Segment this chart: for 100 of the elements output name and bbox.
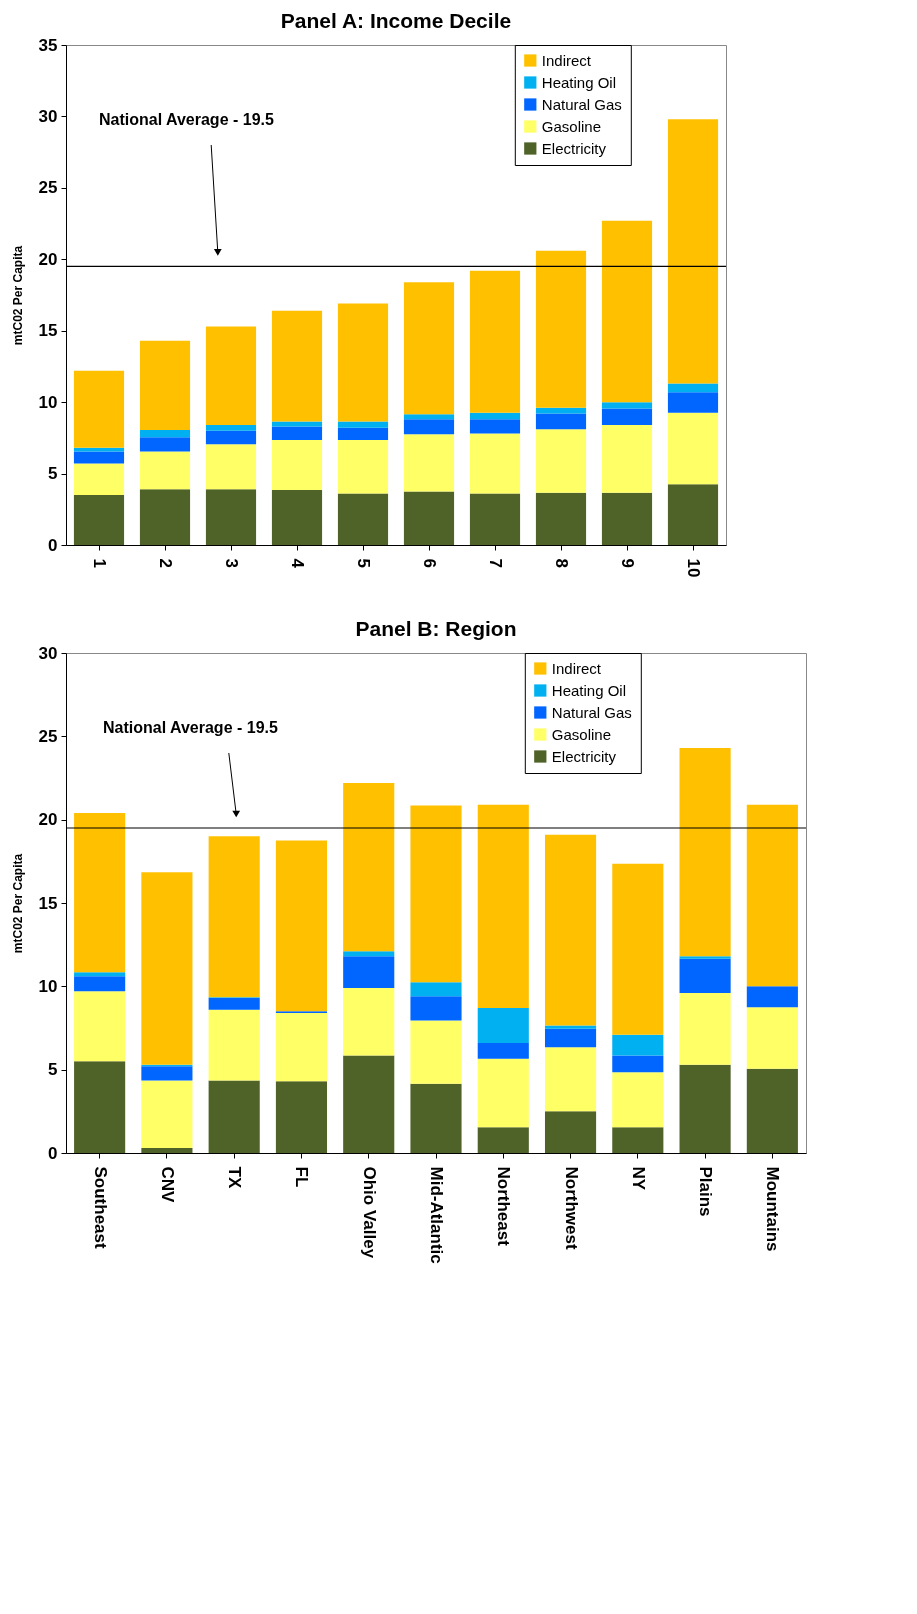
bar bbox=[271, 426, 323, 440]
y-axis-title: mtC02 Per Capita bbox=[10, 245, 25, 346]
bar bbox=[667, 484, 719, 545]
legend-label: Natural Gas bbox=[551, 703, 632, 721]
bar bbox=[410, 1020, 462, 1084]
y-axis-title: mtC02 Per Capita bbox=[10, 853, 25, 954]
bar bbox=[410, 982, 462, 997]
x-tick-label: 10 bbox=[684, 558, 703, 578]
bar bbox=[469, 493, 521, 545]
x-tick-label: Northeast bbox=[494, 1166, 514, 1247]
bar bbox=[337, 303, 389, 422]
x-tick-label: Southeast bbox=[90, 1166, 110, 1250]
x-tick-label: 4 bbox=[288, 558, 307, 569]
bar bbox=[410, 996, 462, 1021]
bar bbox=[275, 1081, 328, 1153]
bar bbox=[746, 986, 798, 1008]
bar bbox=[535, 250, 587, 408]
bar bbox=[601, 408, 653, 425]
bar bbox=[410, 1083, 462, 1153]
x-tick-label: NY bbox=[628, 1166, 648, 1191]
bar bbox=[679, 748, 731, 957]
bar bbox=[74, 991, 126, 1062]
bar bbox=[208, 998, 260, 1010]
bar bbox=[612, 1034, 664, 1056]
bar bbox=[205, 444, 257, 490]
bar bbox=[141, 1080, 193, 1148]
bar bbox=[667, 383, 719, 393]
x-tick-label: Mountains bbox=[763, 1166, 783, 1252]
annotation: National Average - 19.5 bbox=[99, 111, 274, 128]
y-tick-label: 20 bbox=[38, 249, 58, 269]
x-tick-label: Plains bbox=[696, 1166, 716, 1217]
bar bbox=[544, 834, 597, 1026]
bar bbox=[337, 427, 389, 440]
bar bbox=[679, 993, 731, 1065]
bar bbox=[343, 988, 395, 1056]
legend-label: Natural Gas bbox=[541, 95, 622, 113]
x-tick-label: TX bbox=[225, 1166, 245, 1189]
bar bbox=[73, 463, 125, 495]
bar bbox=[403, 434, 455, 492]
bar bbox=[343, 783, 395, 952]
bar bbox=[275, 1013, 328, 1082]
y-tick-label: 30 bbox=[38, 643, 58, 663]
bar bbox=[141, 1066, 193, 1081]
bar bbox=[544, 1047, 597, 1112]
bar bbox=[74, 972, 126, 977]
bar bbox=[139, 437, 191, 452]
bar bbox=[271, 421, 323, 427]
legend-label: Indirect bbox=[551, 659, 602, 677]
x-tick-label: 7 bbox=[486, 558, 505, 568]
bar bbox=[141, 1148, 193, 1153]
bar bbox=[746, 1007, 798, 1069]
bar bbox=[205, 326, 257, 425]
bar bbox=[337, 421, 389, 428]
bar bbox=[601, 425, 653, 493]
bar bbox=[271, 490, 323, 545]
bar bbox=[208, 836, 260, 998]
bar bbox=[544, 1025, 597, 1029]
y-tick-label: 5 bbox=[48, 464, 58, 484]
bar bbox=[343, 1055, 395, 1153]
y-tick-label: 30 bbox=[38, 106, 58, 126]
y-tick-label: 20 bbox=[38, 810, 58, 830]
bar bbox=[535, 407, 587, 414]
bar bbox=[477, 1058, 529, 1128]
bar bbox=[612, 863, 664, 1035]
bar bbox=[612, 1127, 664, 1153]
bar bbox=[477, 804, 529, 1008]
bar bbox=[477, 1008, 529, 1043]
legend-label: Heating Oil bbox=[541, 73, 616, 91]
bar bbox=[601, 492, 653, 545]
bar bbox=[337, 440, 389, 494]
bar bbox=[73, 451, 125, 464]
x-tick-label: 2 bbox=[156, 558, 175, 568]
bar bbox=[73, 370, 125, 448]
bar bbox=[679, 1064, 731, 1153]
bar bbox=[343, 956, 395, 988]
bar bbox=[205, 425, 257, 431]
bar bbox=[139, 340, 191, 430]
x-tick-label: CNV bbox=[157, 1166, 177, 1204]
chart-title: Panel B: Region bbox=[355, 617, 517, 640]
bar bbox=[535, 413, 587, 430]
bar bbox=[208, 1080, 260, 1153]
bar bbox=[469, 433, 521, 494]
bar bbox=[403, 491, 455, 545]
bar bbox=[477, 1127, 529, 1153]
bar bbox=[74, 976, 126, 992]
bar bbox=[477, 1043, 529, 1059]
bar bbox=[74, 1061, 126, 1153]
bar bbox=[208, 1009, 260, 1081]
x-tick-label: Northwest bbox=[561, 1166, 581, 1250]
bar bbox=[667, 412, 719, 485]
bar bbox=[139, 451, 191, 490]
bar bbox=[667, 119, 719, 384]
bar bbox=[271, 440, 323, 490]
bar bbox=[141, 872, 193, 1065]
bar bbox=[139, 489, 191, 545]
bar bbox=[469, 412, 521, 420]
bar bbox=[271, 310, 323, 422]
x-tick-label: 8 bbox=[552, 558, 571, 568]
bar bbox=[403, 282, 455, 415]
bar bbox=[746, 1068, 798, 1153]
